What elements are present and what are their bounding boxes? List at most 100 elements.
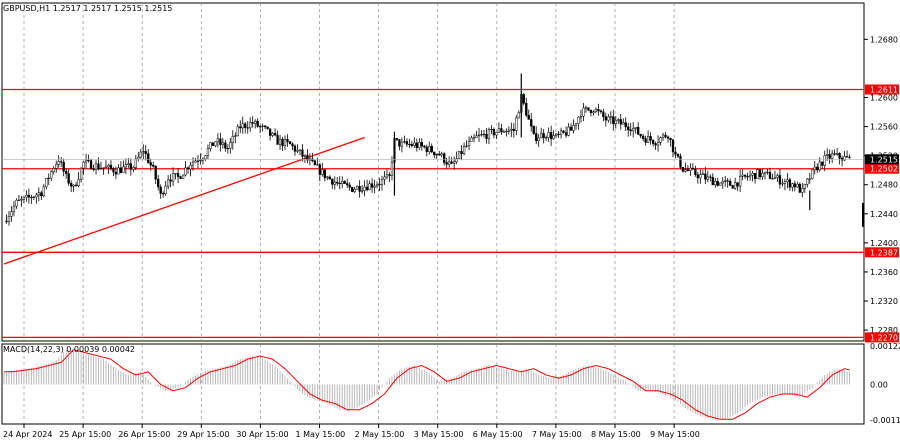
candle-body [592, 111, 595, 113]
candle-body [378, 184, 381, 186]
candle-body [303, 154, 307, 157]
current-price-label: 1.2515 [870, 155, 898, 164]
candle-body [582, 107, 585, 117]
candle-body [438, 153, 441, 156]
time-tick-label: 26 Apr 15:00 [118, 430, 170, 439]
price-tick-label: 1.2600 [870, 93, 898, 102]
candle-body [370, 183, 374, 188]
candle-body [276, 134, 279, 145]
candle-body [174, 173, 177, 175]
candle-body [609, 116, 612, 118]
candle-body [532, 125, 535, 134]
candle-body [480, 134, 483, 136]
price-tick-label: 1.2560 [870, 123, 898, 132]
candle-body [348, 184, 351, 188]
candle-body [753, 173, 757, 180]
candle-body [482, 133, 486, 136]
candle-body [410, 144, 414, 147]
candle-body [318, 164, 321, 175]
candle-body [579, 115, 583, 118]
candle-body [69, 183, 73, 187]
candle-body [788, 179, 792, 188]
candle-body [268, 128, 272, 136]
candle-body [256, 120, 259, 127]
candle-body [467, 141, 471, 147]
candle-body [191, 161, 195, 166]
candle-body [186, 167, 190, 170]
candle-body [353, 188, 356, 192]
candle-body [244, 123, 247, 128]
candle-body [612, 116, 615, 125]
candle-body [549, 132, 553, 139]
level-price-tag [865, 84, 899, 95]
candle-body [301, 149, 304, 157]
candle-body [52, 168, 55, 172]
candle-body [77, 179, 80, 186]
candle-body [296, 149, 299, 152]
candle-body [425, 146, 428, 152]
candle-body [632, 128, 635, 132]
candle-body [778, 175, 782, 185]
candle-body [455, 158, 458, 163]
candlesticks [5, 73, 864, 227]
candle-body [30, 196, 33, 199]
candle-body [249, 122, 252, 129]
candle-body [338, 182, 341, 185]
time-tick-label: 25 Apr 15:00 [59, 430, 111, 439]
candle-body [577, 116, 580, 124]
candle-body [239, 126, 242, 129]
candle-body [465, 145, 468, 147]
candle-body [99, 167, 103, 170]
candle-body [89, 160, 93, 170]
candle-body [644, 138, 647, 143]
candle-body [331, 178, 334, 185]
trendline [3, 136, 365, 265]
candle-body [676, 153, 680, 157]
candle-body [607, 116, 610, 121]
candle-body [139, 151, 142, 158]
candle-body [189, 164, 192, 170]
grid [23, 3, 675, 424]
price-tick-label: 1.2440 [870, 210, 898, 219]
candle-body [701, 173, 704, 175]
candle-body [336, 181, 339, 184]
candle-body [709, 176, 712, 178]
candle-body [517, 112, 520, 119]
candle-body [162, 193, 165, 195]
candle-body [84, 159, 88, 163]
candle-body [597, 108, 600, 112]
candle-body [751, 173, 754, 176]
candle-body [704, 173, 707, 180]
candle-body [641, 135, 645, 139]
candle-body [107, 164, 110, 168]
candle-body [355, 186, 359, 190]
time-tick-label: 2 May 15:00 [355, 430, 405, 439]
candle-body [637, 127, 640, 135]
candle-body [729, 180, 732, 186]
price-tick-label: 1.2400 [870, 239, 898, 248]
candle-body [734, 182, 737, 189]
candle-body [448, 161, 451, 165]
price-tick-label: 1.2480 [870, 181, 898, 190]
candle-body [659, 137, 662, 143]
candle-body [634, 127, 637, 129]
candle-body [845, 156, 849, 158]
candle-body [741, 174, 744, 177]
candle-body [157, 178, 160, 188]
candle-body [666, 136, 670, 139]
candle-body [134, 158, 137, 168]
candle-body [112, 168, 115, 173]
candle-body [152, 164, 155, 167]
time-tick-label: 3 May 15:00 [414, 430, 464, 439]
price-tick-label: 1.2360 [870, 268, 898, 277]
time-tick-label: 24 Apr 2024 [3, 430, 52, 439]
candle-body [246, 127, 249, 129]
candle-body [35, 194, 38, 198]
candle-body [398, 139, 401, 147]
candle-body [823, 155, 826, 166]
macd-label: MACD(14,22,3) 0.00039 0.00042 [3, 345, 135, 354]
candle-body [470, 137, 473, 142]
candle-body [696, 174, 700, 179]
candle-body [557, 133, 560, 135]
